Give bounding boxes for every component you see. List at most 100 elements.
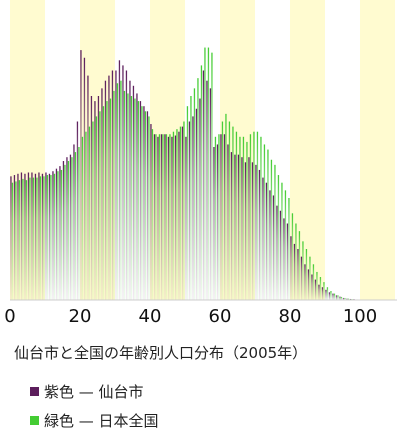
bar-japan-age-32: [123, 90, 126, 301]
bar-sendai-age-65: [237, 154, 240, 300]
age-band-10: [45, 0, 80, 300]
bar-japan-age-47: [176, 129, 178, 300]
bar-sendai-age-21: [83, 57, 86, 300]
bar-japan-age-75: [274, 164, 276, 300]
age-band-20: [80, 0, 115, 300]
x-tick-label-40: 40: [139, 306, 162, 327]
bar-japan-age-34: [130, 96, 133, 300]
bar-japan-age-45: [169, 134, 171, 300]
bar-japan-age-55: [204, 47, 206, 300]
bar-japan-age-73: [267, 149, 269, 300]
bar-japan-age-33: [127, 93, 129, 300]
bar-japan-age-71: [260, 136, 262, 300]
bar-japan-age-84: [305, 249, 308, 300]
bar-sendai-age-43: [160, 134, 163, 300]
bar-sendai-age-29: [111, 70, 114, 300]
bar-japan-age-44: [165, 134, 168, 300]
bar-japan-age-42: [158, 134, 161, 300]
bar-japan-age-74: [270, 159, 273, 300]
bar-sendai-age-56: [206, 80, 208, 300]
bar-sendai-age-39: [146, 111, 149, 300]
bar-sendai-age-47: [174, 135, 177, 300]
bar-sendai-age-27: [104, 80, 107, 300]
x-tick-label-0: 0: [4, 306, 15, 327]
bar-japan-age-80: [291, 213, 294, 300]
bar-japan-age-38: [144, 111, 147, 300]
age-band-60: [220, 0, 255, 300]
bar-sendai-age-23: [90, 96, 93, 300]
bar-japan-age-50: [186, 106, 189, 300]
bar-japan-age-61: [225, 113, 227, 300]
bar-sendai-age-16: [66, 157, 68, 300]
bar-japan-age-85: [309, 256, 311, 300]
age-band-0: [10, 0, 45, 300]
bar-japan-age-35: [134, 98, 136, 300]
bar-sendai-age-78: [283, 218, 285, 300]
bar-japan-age-56: [207, 47, 210, 300]
bar-sendai-age-60: [220, 134, 222, 300]
age-band-90: [325, 0, 360, 300]
bar-japan-age-51: [190, 96, 192, 300]
bar-japan-age-27: [106, 101, 108, 300]
bar-sendai-age-67: [244, 162, 247, 300]
bar-japan-age-20: [81, 136, 84, 300]
bar-sendai-age-79: [286, 223, 289, 300]
bar-sendai-age-85: [307, 269, 310, 300]
bar-sendai-age-89: [321, 287, 324, 300]
bar-sendai-age-57: [209, 88, 212, 300]
bar-japan-age-68: [249, 134, 252, 300]
bar-sendai-age-75: [272, 195, 275, 300]
bar-sendai-age-12: [52, 171, 54, 300]
bar-sendai-age-55: [202, 70, 205, 300]
bar-japan-age-95: [344, 297, 346, 300]
age-band-70: [255, 0, 290, 300]
bar-japan-age-79: [288, 198, 290, 300]
bar-japan-age-29: [113, 90, 115, 301]
bar-japan-age-60: [221, 121, 224, 300]
bar-japan-age-0: [11, 182, 14, 300]
age-band-30: [115, 0, 150, 300]
bar-japan-age-13: [57, 171, 59, 300]
legend-item-japan: 緑色 — 日本全国: [30, 410, 159, 431]
bar-sendai-age-52: [192, 116, 194, 301]
bar-sendai-age-64: [234, 154, 236, 300]
population-pyramid-chart: 0 20 40 60 80 100: [4, 0, 397, 327]
bar-sendai-age-30: [115, 70, 117, 300]
bar-japan-age-57: [211, 52, 213, 301]
legend-swatch-japan: [30, 416, 39, 425]
bar-sendai-age-95: [342, 297, 345, 300]
bar-sendai-age-53: [195, 108, 198, 300]
bar-sendai-age-72: [262, 177, 264, 300]
bar-japan-age-37: [141, 106, 143, 300]
bar-japan-age-96: [347, 298, 350, 300]
bar-sendai-age-14: [59, 166, 61, 300]
bar-japan-age-46: [172, 131, 175, 300]
bar-japan-age-58: [214, 136, 217, 300]
bar-sendai-age-22: [87, 75, 89, 300]
bar-sendai-age-25: [97, 96, 100, 300]
bar-japan-age-78: [284, 190, 287, 300]
x-tick-label-80: 80: [279, 306, 302, 327]
bar-sendai-age-66: [241, 157, 243, 300]
bar-japan-age-90: [326, 287, 329, 300]
bar-sendai-age-70: [255, 164, 257, 300]
bar-sendai-age-26: [101, 88, 103, 300]
bar-sendai-age-62: [227, 144, 229, 300]
bar-japan-age-25: [99, 111, 101, 300]
bar-sendai-age-74: [269, 190, 271, 300]
bar-japan-age-14: [60, 169, 63, 300]
bar-japan-age-77: [281, 182, 283, 300]
bar-japan-age-8: [39, 176, 42, 300]
bar-sendai-age-3: [20, 172, 23, 300]
bar-japan-age-43: [162, 134, 164, 300]
bar-japan-age-9: [43, 176, 45, 300]
bar-sendai-age-20: [80, 50, 82, 300]
bar-sendai-age-13: [55, 168, 58, 300]
bar-sendai-age-1: [13, 175, 16, 300]
background-age-bands: [10, 0, 395, 300]
bar-sendai-age-24: [94, 101, 96, 300]
bar-japan-age-10: [46, 175, 49, 300]
bar-sendai-age-45: [167, 136, 170, 300]
x-tick-label-100: 100: [343, 306, 377, 327]
bar-sendai-age-91: [328, 292, 331, 300]
